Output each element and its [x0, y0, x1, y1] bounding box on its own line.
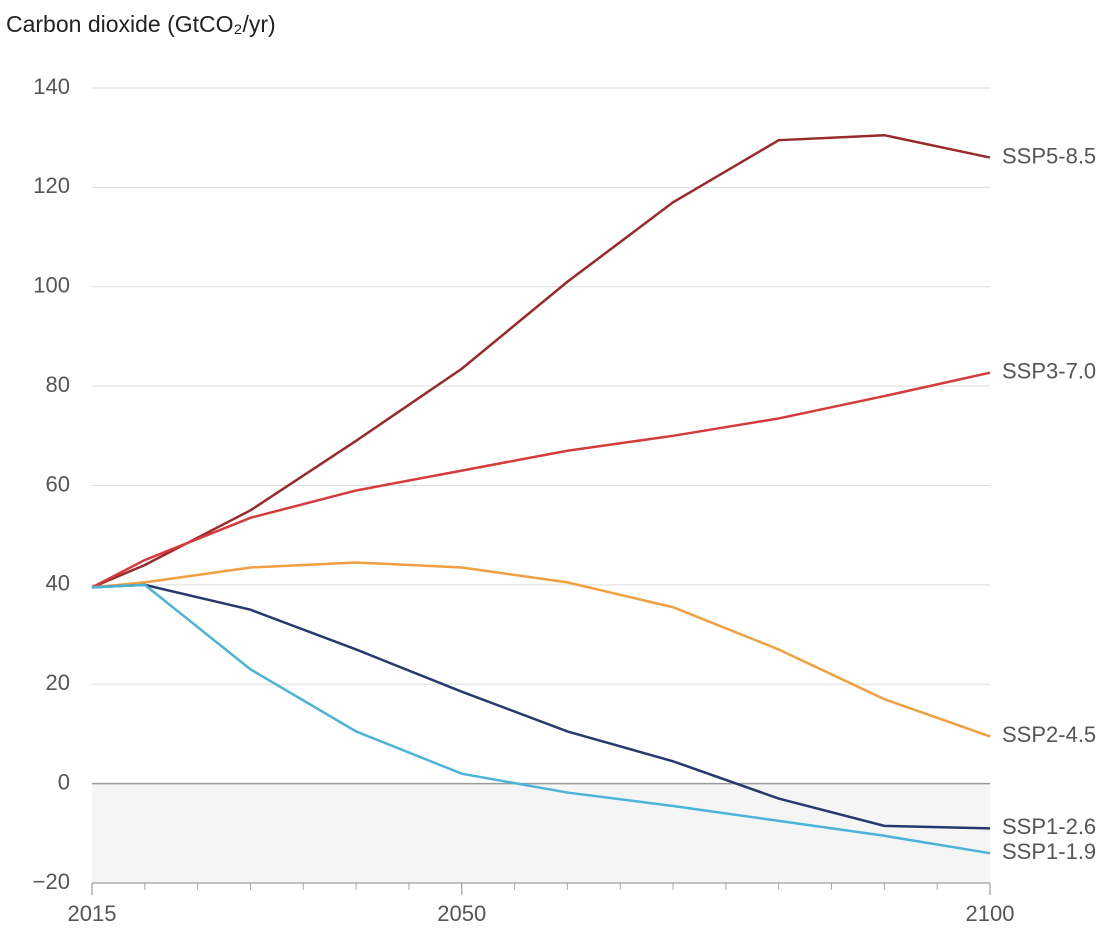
negative-region	[92, 783, 990, 883]
y-tick-label: 80	[46, 372, 70, 397]
series-label: SSP1-2.6	[1002, 814, 1096, 839]
y-tick-label: 20	[46, 670, 70, 695]
y-tick-label: 0	[58, 769, 70, 794]
series-label: SSP2-4.5	[1002, 722, 1096, 747]
chart-title: Carbon dioxide (GtCO₂/yr)	[6, 11, 276, 37]
series-line	[91, 583, 991, 855]
series-label: SSP5-8.5	[1002, 143, 1096, 168]
y-tick-label: 120	[33, 173, 70, 198]
x-tick-label: 2100	[966, 901, 1015, 926]
y-tick-label: −20	[33, 869, 70, 894]
series-line	[91, 583, 991, 830]
series-line	[91, 371, 991, 589]
series-line	[91, 133, 991, 589]
series-line	[91, 561, 991, 738]
y-tick-label: 100	[33, 273, 70, 298]
x-tick-label: 2015	[68, 901, 117, 926]
x-tick-label: 2050	[437, 901, 486, 926]
y-tick-label: 60	[46, 471, 70, 496]
series-label: SSP1-1.9	[1002, 839, 1096, 864]
y-tick-label: 140	[33, 74, 70, 99]
series-label: SSP3-7.0	[1002, 359, 1096, 384]
y-tick-label: 40	[46, 571, 70, 596]
